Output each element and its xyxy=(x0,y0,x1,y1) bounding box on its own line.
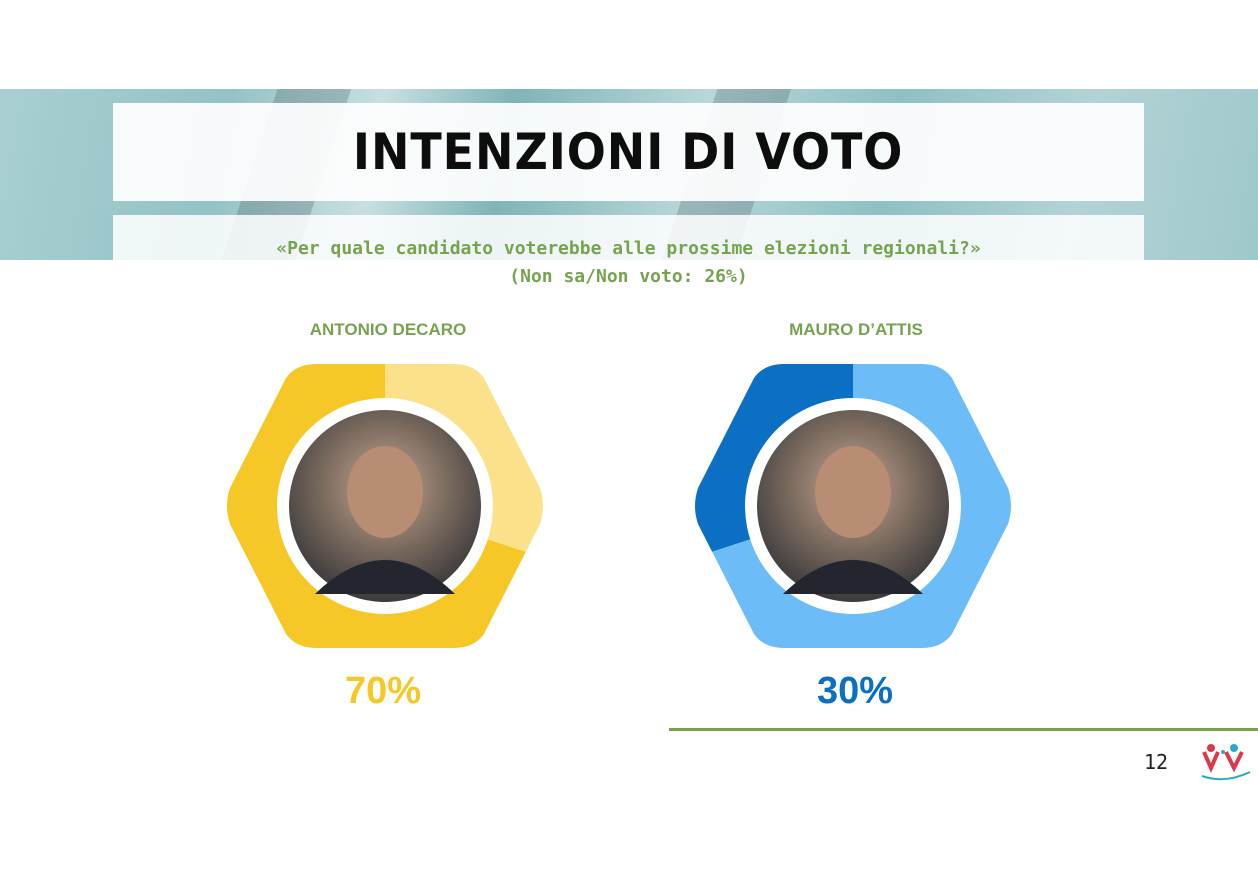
candidate-face xyxy=(815,446,891,538)
percentage-decaro: 70% xyxy=(344,670,422,712)
subtitle-box xyxy=(113,215,1144,260)
page-title: INTENZIONI DI VOTO xyxy=(353,123,904,181)
candidate-name-decaro: ANTONIO DECARO xyxy=(309,320,467,339)
title-box: INTENZIONI DI VOTO xyxy=(113,103,1144,201)
question-line: «Per quale candidato voterebbe alle pros… xyxy=(276,238,981,259)
donut-chart-decaro xyxy=(227,364,543,648)
percentage-dattis: 30% xyxy=(816,670,894,712)
candidate-suit xyxy=(315,560,455,594)
donut-chart-dattis xyxy=(695,364,1011,648)
question-text: «Per quale candidato voterebbe alle pros… xyxy=(113,235,1144,291)
page-number: 12 xyxy=(1144,750,1169,774)
footer-rule xyxy=(669,728,1258,731)
winpoll-logo xyxy=(1201,744,1251,781)
dont-know-note: (Non sa/Non voto: 26%) xyxy=(509,266,748,287)
candidate-name-dattis: MAURO D’ATTIS xyxy=(789,320,923,339)
candidate-suit xyxy=(783,560,923,594)
candidate-face xyxy=(347,446,423,538)
